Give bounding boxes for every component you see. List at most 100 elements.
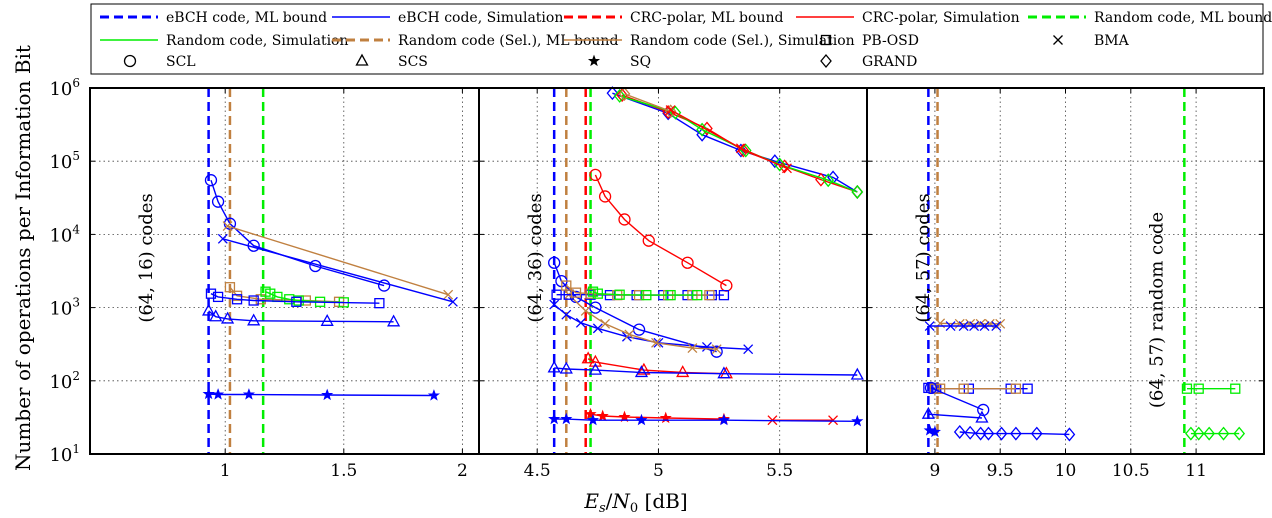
x-tick-label: 10 xyxy=(1055,461,1077,481)
data-point xyxy=(549,299,560,310)
y-tick-label: 101 xyxy=(49,442,80,466)
data-point xyxy=(212,388,225,400)
data-point xyxy=(651,337,661,348)
data-point xyxy=(217,233,228,244)
data-point xyxy=(247,313,261,326)
data-point xyxy=(224,282,236,293)
x-tick-label: 4.5 xyxy=(524,461,551,481)
data-point xyxy=(924,321,935,331)
series-triangle xyxy=(921,406,989,423)
code-label: (64, 16) codes xyxy=(136,193,157,322)
data-point xyxy=(637,362,651,375)
data-point xyxy=(634,365,649,378)
data-point xyxy=(923,424,936,436)
series-triangle xyxy=(547,360,864,380)
y-tick-label: 104 xyxy=(49,222,80,246)
series-line xyxy=(590,413,724,420)
data-point xyxy=(616,88,628,103)
data-point xyxy=(815,172,827,187)
panel-3: 9 9.5 10 10.5 11 (64, 57) codes (64, 57) rando… xyxy=(866,87,1265,481)
data-point xyxy=(205,288,217,299)
legend-item: SCS xyxy=(355,53,428,70)
legend-label: Random code (Sel.), Simulation xyxy=(630,33,855,49)
data-point xyxy=(676,365,690,378)
data-point xyxy=(1063,427,1076,442)
legend-label: SCL xyxy=(166,54,196,70)
series-circle xyxy=(204,174,391,292)
series-star xyxy=(548,412,864,427)
data-point xyxy=(588,354,602,367)
x-tick-label: 10.5 xyxy=(1112,461,1150,481)
plot-area: 1 1.5 2 (64, 16) codes 4.5 5 5.5 (64, 36) codes… xyxy=(49,76,1265,481)
data-point xyxy=(1193,383,1204,394)
data-point xyxy=(618,86,631,101)
data-point xyxy=(202,387,215,400)
data-point xyxy=(969,321,980,331)
legend-marker-star xyxy=(587,54,601,67)
legend-item: CRC-polar, ML bound xyxy=(564,10,783,26)
data-point xyxy=(642,234,655,247)
legend-item: Random code (Sel.), Simulation xyxy=(564,33,855,49)
series-line xyxy=(210,179,385,287)
data-point xyxy=(596,409,609,422)
data-point xyxy=(851,184,864,199)
legend: eBCH code, ML bound eBCH code, Simulation… xyxy=(90,3,1272,75)
series-x xyxy=(549,299,754,355)
x-axis-label: Es/N0 [dB] xyxy=(583,489,687,516)
legend-label: eBCH code, Simulation xyxy=(398,10,563,26)
data-point xyxy=(953,424,966,439)
series-square xyxy=(205,288,385,309)
data-point xyxy=(614,289,625,300)
data-point xyxy=(659,411,672,424)
legend-marker-x xyxy=(1053,35,1063,45)
data-point xyxy=(717,366,731,379)
series-diamond xyxy=(1185,426,1246,441)
data-point xyxy=(1010,426,1022,441)
data-point xyxy=(718,289,730,301)
data-point xyxy=(850,367,864,380)
data-point xyxy=(586,413,600,426)
data-point xyxy=(293,295,304,306)
data-point xyxy=(701,341,712,352)
data-point xyxy=(711,344,722,355)
legend-item: BMA xyxy=(1053,33,1130,49)
data-point xyxy=(551,289,562,300)
series-line xyxy=(594,174,727,287)
legend-label: eBCH code, ML bound xyxy=(166,10,327,26)
legend-marker-triangle xyxy=(355,53,369,66)
data-point xyxy=(773,157,786,172)
data-point xyxy=(982,426,995,441)
data-point xyxy=(1203,426,1215,441)
data-point xyxy=(618,410,631,423)
series-x xyxy=(665,105,792,174)
y-tick-label: 106 xyxy=(49,76,80,100)
data-point xyxy=(220,311,235,324)
data-point xyxy=(921,406,935,419)
data-point xyxy=(222,221,233,232)
x-tick-label: 5 xyxy=(653,461,664,481)
x-tick-label: 2 xyxy=(457,461,468,481)
x-tick-label: 9 xyxy=(929,461,940,481)
legend-item: PB-OSD xyxy=(820,33,919,49)
series-line xyxy=(553,262,717,353)
x-tick-label: 9.5 xyxy=(987,461,1014,481)
data-point xyxy=(606,86,619,101)
legend-marker-diamond xyxy=(820,53,832,69)
data-point xyxy=(618,213,631,226)
data-point xyxy=(581,351,595,364)
legend-item: GRAND xyxy=(820,53,917,70)
data-point xyxy=(624,329,635,340)
data-point xyxy=(735,143,746,154)
data-point xyxy=(704,289,715,301)
legend-label: BMA xyxy=(1094,33,1130,49)
legend-label: SCS xyxy=(398,54,428,70)
data-point xyxy=(585,288,596,299)
data-point xyxy=(374,298,385,309)
data-point xyxy=(979,321,990,331)
data-point xyxy=(547,360,561,373)
series-line xyxy=(928,413,982,419)
data-point xyxy=(828,415,839,426)
series-circle xyxy=(589,168,733,292)
data-point xyxy=(248,295,259,306)
series-square xyxy=(1181,383,1241,394)
